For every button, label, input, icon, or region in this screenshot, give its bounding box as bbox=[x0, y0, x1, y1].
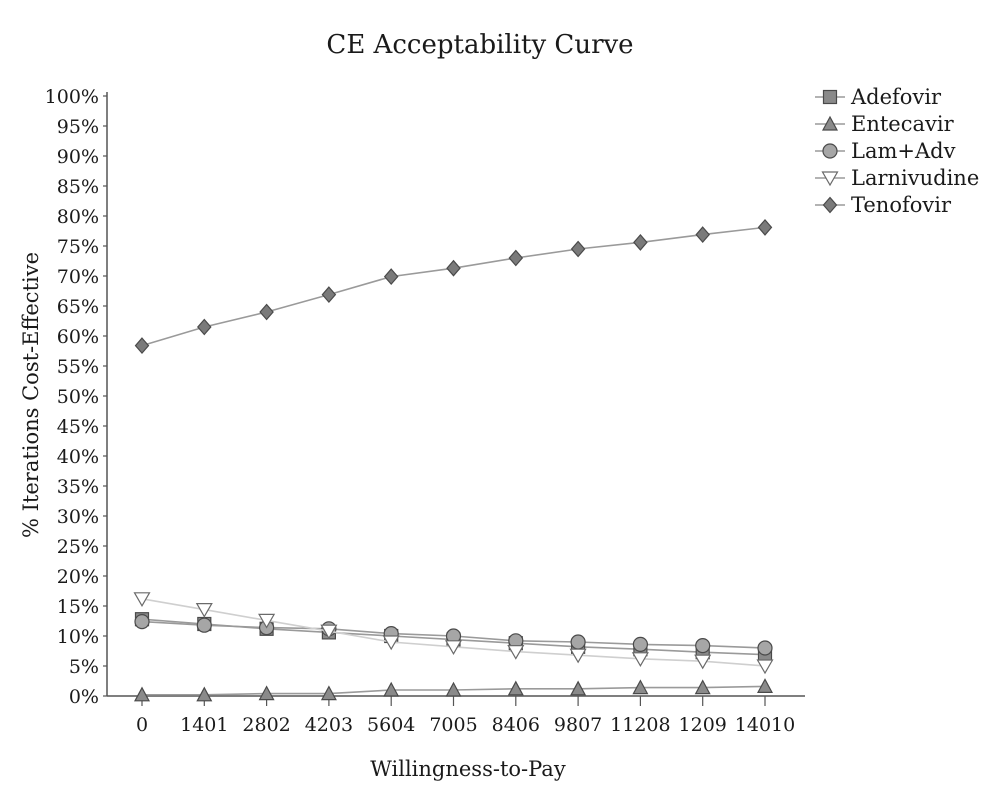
data-point bbox=[508, 249, 524, 267]
data-point bbox=[196, 617, 212, 633]
data-point bbox=[259, 303, 274, 321]
data-point bbox=[756, 678, 774, 694]
data-point bbox=[258, 685, 275, 701]
x-tick-label: 0 bbox=[136, 714, 148, 736]
legend-label: Adefovir bbox=[850, 85, 942, 109]
x-tick-label: 11208 bbox=[610, 714, 670, 736]
data-point bbox=[445, 681, 462, 697]
data-point bbox=[507, 644, 525, 660]
data-point bbox=[134, 337, 150, 355]
data-point bbox=[694, 654, 712, 670]
data-point bbox=[133, 686, 151, 702]
data-point bbox=[570, 634, 586, 650]
data-point bbox=[570, 680, 587, 696]
x-tick-label: 14010 bbox=[735, 714, 795, 736]
y-tick-label: 20% bbox=[57, 566, 99, 588]
x-tick-label: 5604 bbox=[367, 714, 415, 736]
x-tick-label: 9807 bbox=[554, 714, 602, 736]
x-tick-label: 1209 bbox=[679, 714, 727, 736]
data-point bbox=[383, 268, 399, 286]
data-point bbox=[632, 679, 649, 695]
data-point bbox=[695, 637, 711, 654]
y-tick-label: 90% bbox=[57, 146, 99, 168]
data-point bbox=[632, 636, 649, 653]
data-point bbox=[134, 613, 150, 630]
data-point bbox=[756, 659, 774, 675]
y-tick-label: 85% bbox=[57, 176, 99, 198]
y-tick-label: 70% bbox=[57, 266, 99, 288]
data-point bbox=[382, 635, 400, 651]
y-tick-label: 55% bbox=[57, 356, 99, 378]
y-tick-label: 15% bbox=[57, 596, 99, 618]
legend-label: Lam+Adv bbox=[851, 139, 956, 163]
series-layer bbox=[133, 218, 774, 702]
y-tick-label: 45% bbox=[57, 416, 99, 438]
legend-marker bbox=[821, 171, 839, 187]
y-tick-label: 40% bbox=[57, 446, 99, 468]
series-tenofovir bbox=[134, 218, 773, 355]
data-point bbox=[757, 640, 773, 656]
legend-item-entecavir: Entecavir bbox=[815, 112, 955, 136]
y-tick-label: 30% bbox=[57, 506, 99, 528]
data-point bbox=[695, 226, 710, 244]
data-point bbox=[694, 679, 711, 695]
y-tick-label: 10% bbox=[57, 626, 99, 648]
x-tick-label: 4203 bbox=[305, 714, 353, 736]
data-point bbox=[383, 681, 400, 697]
data-point bbox=[197, 318, 212, 336]
x-tick-label: 7005 bbox=[429, 714, 477, 736]
series-entecavir bbox=[133, 678, 774, 702]
y-axis-label: % Iterations Cost-Effective bbox=[19, 252, 43, 538]
data-point bbox=[570, 240, 586, 258]
legend: Adefovir Entecavir Lam+Adv Larnivudine Tenof… bbox=[815, 85, 979, 217]
data-point bbox=[195, 602, 213, 618]
legend-label: Tenofovir bbox=[851, 193, 952, 217]
y-tick-label: 100% bbox=[45, 86, 99, 108]
y-tick-label: 0% bbox=[69, 686, 99, 708]
y-tick-label: 75% bbox=[57, 236, 99, 258]
data-point bbox=[320, 685, 337, 701]
legend-marker bbox=[822, 89, 838, 105]
data-point bbox=[258, 613, 276, 629]
legend-label: Entecavir bbox=[851, 112, 955, 136]
y-tick-label: 25% bbox=[57, 536, 99, 558]
x-tick-label: 1401 bbox=[180, 714, 228, 736]
y-tick-label: 35% bbox=[57, 476, 99, 498]
y-tick-label: 50% bbox=[57, 386, 99, 408]
data-point bbox=[631, 652, 649, 668]
legend-item-adefovir: Adefovir bbox=[815, 85, 942, 109]
series-larnivudine bbox=[133, 592, 774, 675]
legend-item-lam-adv: Lam+Adv bbox=[815, 139, 956, 163]
legend-marker bbox=[822, 143, 838, 159]
legend-marker bbox=[821, 115, 839, 131]
legend-label: Larnivudine bbox=[851, 166, 979, 190]
y-tick-label: 65% bbox=[57, 296, 99, 318]
y-tick-label: 60% bbox=[57, 326, 99, 348]
data-point bbox=[507, 680, 524, 696]
y-tick-label: 95% bbox=[57, 116, 99, 138]
data-point bbox=[444, 640, 463, 656]
data-point bbox=[446, 259, 461, 277]
data-point bbox=[569, 648, 587, 664]
x-axis-label: Willingness-to-Pay bbox=[370, 757, 566, 781]
series-lam-adv bbox=[134, 613, 773, 656]
data-point bbox=[321, 286, 337, 304]
legend-marker bbox=[822, 196, 838, 214]
data-point bbox=[196, 686, 213, 702]
data-point bbox=[757, 218, 773, 236]
x-tick-label: 8406 bbox=[492, 714, 540, 736]
x-tick-label: 2802 bbox=[242, 714, 290, 736]
data-point bbox=[633, 233, 648, 251]
y-tick-label: 80% bbox=[57, 206, 99, 228]
chart-title: CE Acceptability Curve bbox=[326, 30, 633, 60]
legend-item-larnivudine: Larnivudine bbox=[815, 166, 979, 190]
y-tick-label: 5% bbox=[69, 656, 99, 678]
data-point bbox=[320, 624, 338, 640]
axes: 0% 5% 10% 15% 20% 25% 30% 35% 40% 45% 50% 55% 60% 65%… bbox=[45, 86, 805, 736]
series-line bbox=[141, 226, 766, 347]
data-point bbox=[133, 592, 151, 608]
legend-item-tenofovir: Tenofovir bbox=[815, 193, 952, 217]
